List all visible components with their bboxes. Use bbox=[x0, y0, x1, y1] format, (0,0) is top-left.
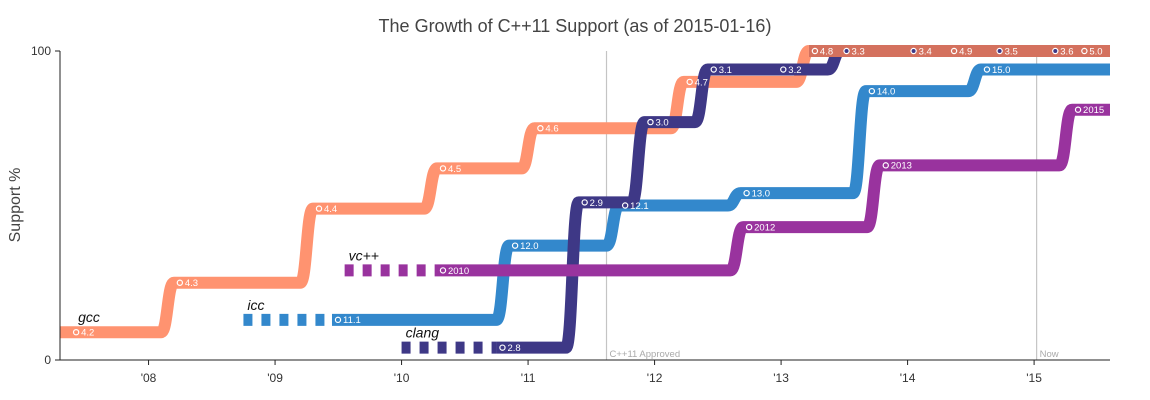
vcpp-point-2013 bbox=[882, 162, 889, 169]
clang-point-3-4 bbox=[910, 47, 917, 55]
x-tick-label-2013: '13 bbox=[773, 371, 789, 385]
vcpp-point-label-2012: 2012 bbox=[754, 223, 775, 234]
x-tick-label-2015: '15 bbox=[1026, 371, 1042, 385]
gcc-point-label-4-4: 4.4 bbox=[324, 204, 337, 215]
icc-point-label-11-1: 11.1 bbox=[343, 315, 361, 326]
clang-point-label-3-0: 3.0 bbox=[655, 117, 668, 128]
y-tick-label-0: 0 bbox=[44, 353, 51, 367]
gcc-point-label-4-6: 4.6 bbox=[545, 124, 558, 135]
icc-point-label-12-1: 12.1 bbox=[630, 201, 649, 212]
icc-series-line bbox=[331, 63, 1110, 326]
clang-point-label-2-9: 2.9 bbox=[590, 198, 603, 209]
prerelease-layer bbox=[243, 264, 497, 354]
gcc-point-label-4-5: 4.5 bbox=[448, 164, 461, 175]
icc-point-label-12-0: 12.0 bbox=[520, 241, 539, 252]
marker-layer: 4.2 4.3 4.4 4.5 4.6 4.7 4.8 11.1 12.0 12.1 13.0 14.… bbox=[72, 46, 1104, 354]
x-tick-label-2009: '09 bbox=[267, 371, 283, 385]
gcc-point-label-4-2: 4.2 bbox=[81, 328, 94, 339]
gcc-series-name: gcc bbox=[78, 309, 100, 325]
annotation-label-cpp11-approved: C++11 Approved bbox=[610, 349, 681, 360]
annotation-label-now: Now bbox=[1040, 349, 1059, 360]
icc-point-13-0 bbox=[743, 189, 750, 197]
clang-point-label-3-5: 3.5 bbox=[1005, 46, 1018, 57]
series-4-point-5-0 bbox=[1081, 47, 1088, 55]
vcpp-series-line bbox=[436, 103, 1110, 277]
clang-point-3-5 bbox=[996, 47, 1003, 55]
gcc-point-label-4-7: 4.7 bbox=[695, 77, 708, 88]
clang-point-label-3-1: 3.1 bbox=[719, 65, 732, 76]
gcc-point-4-2 bbox=[72, 328, 80, 336]
clang-point-3-6 bbox=[1052, 47, 1059, 55]
icc-point-label-15-0: 15.0 bbox=[992, 65, 1011, 76]
icc-point-15-0 bbox=[983, 66, 991, 73]
y-axis-label: Support % bbox=[7, 168, 24, 243]
series-name-layer: gcc icc clang vc++ bbox=[78, 247, 439, 340]
gcc-point-4-8 bbox=[811, 47, 819, 55]
clang-point-3-1 bbox=[710, 66, 717, 73]
series-4-point-4-9 bbox=[950, 47, 958, 55]
icc-point-14-0 bbox=[868, 87, 876, 95]
vcpp-point-label-2010: 2010 bbox=[448, 266, 469, 277]
vcpp-point-2010 bbox=[439, 267, 447, 274]
icc-point-11-1 bbox=[334, 316, 342, 324]
clang-point-2-9 bbox=[581, 199, 588, 206]
y-tick-label-100: 100 bbox=[31, 44, 51, 58]
gcc-point-label-4-3: 4.3 bbox=[185, 278, 198, 289]
x-tick-label-2011: '11 bbox=[521, 371, 536, 385]
gcc-point-4-4 bbox=[315, 205, 323, 212]
series-4-point-label-4-9: 4.9 bbox=[959, 46, 972, 57]
icc-point-label-13-0: 13.0 bbox=[752, 189, 771, 200]
axes: 0 100 '08 '09 '10 '11 '12 '13 '14 '15 bbox=[31, 44, 1110, 385]
gcc-point-4-5 bbox=[439, 165, 447, 172]
clang-point-label-2-8: 2.8 bbox=[507, 343, 520, 354]
x-tick-label-2010: '10 bbox=[394, 371, 410, 385]
gcc-point-4-6 bbox=[537, 125, 544, 132]
clang-series-line bbox=[496, 45, 1056, 354]
clang-point-label-3-6: 3.6 bbox=[1060, 46, 1073, 57]
icc-series-name: icc bbox=[247, 297, 264, 313]
clang-point-label-3-2: 3.2 bbox=[788, 65, 801, 76]
clang-series-name: clang bbox=[406, 325, 440, 341]
icc-point-12-1 bbox=[621, 202, 629, 209]
x-tick-label-2014: '14 bbox=[900, 371, 916, 385]
vcpp-point-2012 bbox=[745, 223, 753, 231]
vcpp-series-name: vc++ bbox=[349, 247, 379, 263]
x-tick-label-2012: '12 bbox=[647, 371, 663, 385]
icc-point-12-0 bbox=[511, 242, 519, 249]
gcc-point-4-3 bbox=[176, 279, 184, 286]
vcpp-point-label-2013: 2013 bbox=[891, 161, 912, 172]
clang-point-3-2 bbox=[780, 66, 787, 73]
icc-point-label-14-0: 14.0 bbox=[877, 87, 896, 98]
gcc-point-4-7 bbox=[686, 78, 693, 86]
clang-point-label-3-3: 3.3 bbox=[852, 46, 865, 57]
clang-point-3-3 bbox=[843, 47, 850, 55]
series-4-point-label-5-0: 5.0 bbox=[1089, 46, 1102, 57]
vcpp-point-2015 bbox=[1074, 106, 1082, 113]
gcc-series-line bbox=[60, 45, 813, 339]
vcpp-point-label-2015: 2015 bbox=[1083, 105, 1104, 116]
clang-point-3-0 bbox=[647, 118, 654, 126]
chart-title: The Growth of C++11 Support (as of 2015-… bbox=[379, 16, 772, 36]
series-layer bbox=[60, 45, 1110, 354]
clang-point-label-3-4: 3.4 bbox=[919, 46, 932, 57]
x-tick-label-2008: '08 bbox=[141, 371, 157, 385]
clang-point-2-8 bbox=[499, 344, 506, 351]
gcc-point-label-4-8: 4.8 bbox=[820, 46, 833, 57]
